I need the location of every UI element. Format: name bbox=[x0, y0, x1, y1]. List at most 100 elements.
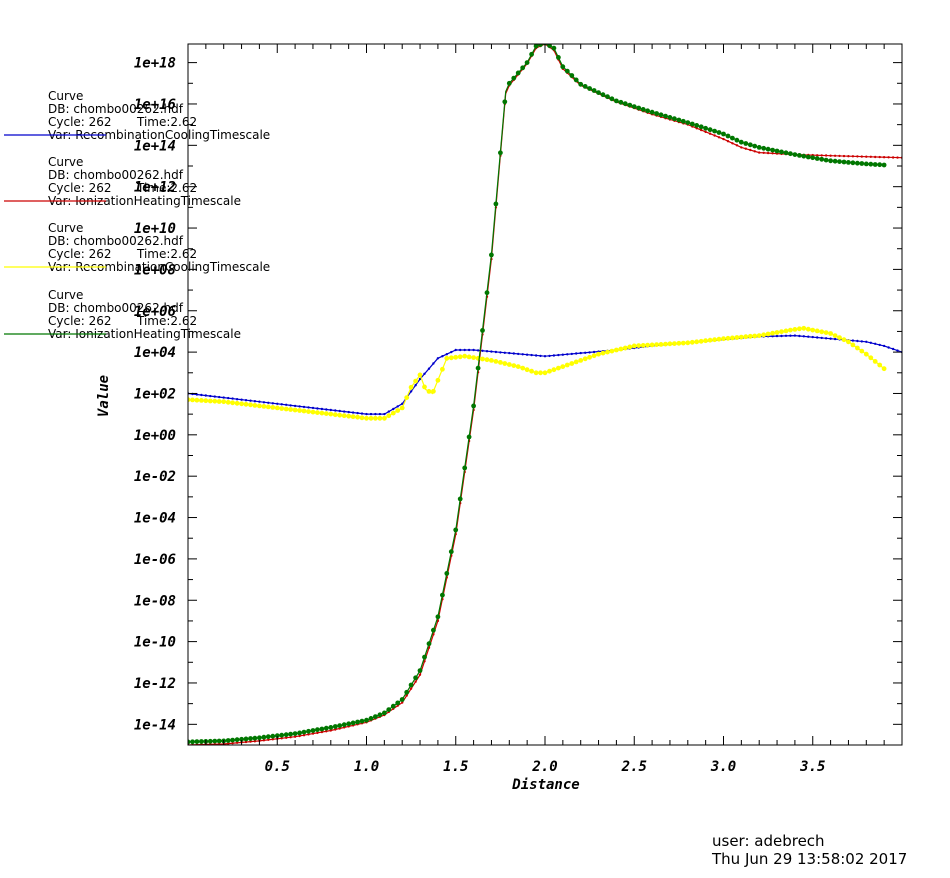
series-point-1 bbox=[485, 350, 489, 353]
series-point-1 bbox=[802, 335, 805, 338]
series-point-4 bbox=[319, 726, 325, 732]
legend-db-3: DB: chombo00262.hdf bbox=[48, 234, 184, 248]
series-point-3 bbox=[390, 410, 396, 416]
y-tick-label: 1e+08 bbox=[134, 262, 176, 278]
series-point-4 bbox=[466, 434, 472, 440]
series-point-4 bbox=[328, 725, 334, 730]
series-point-1 bbox=[343, 410, 346, 413]
series-point-4 bbox=[225, 738, 231, 743]
series-point-2 bbox=[740, 146, 743, 149]
series-point-1 bbox=[570, 352, 573, 356]
series-point-3 bbox=[221, 399, 227, 405]
series-point-1 bbox=[865, 340, 868, 343]
x-tick-label: 2.5 bbox=[621, 759, 647, 775]
series-point-4 bbox=[805, 154, 811, 160]
series-point-3 bbox=[279, 406, 285, 411]
series-point-1 bbox=[276, 402, 279, 405]
series-point-2 bbox=[762, 151, 765, 154]
series-point-4 bbox=[828, 158, 833, 164]
series-point-1 bbox=[463, 348, 466, 352]
series-point-3 bbox=[257, 403, 262, 409]
series-point-2 bbox=[722, 137, 725, 141]
series-point-3 bbox=[194, 397, 200, 403]
series-point-3 bbox=[252, 403, 258, 408]
series-point-2 bbox=[235, 741, 239, 744]
series-point-1 bbox=[508, 351, 511, 355]
series-point-2 bbox=[227, 742, 230, 745]
series-point-1 bbox=[771, 335, 774, 338]
series-point-1 bbox=[351, 411, 355, 414]
series-point-3 bbox=[466, 354, 472, 360]
series-point-4 bbox=[698, 124, 704, 130]
series-point-4 bbox=[431, 627, 436, 633]
series-point-3 bbox=[533, 370, 539, 376]
series-point-4 bbox=[484, 290, 490, 296]
series-point-4 bbox=[261, 734, 267, 740]
series-point-1 bbox=[833, 337, 837, 341]
series-point-2 bbox=[316, 731, 319, 735]
series-point-1 bbox=[231, 397, 234, 400]
y-tick-label: 1e-04 bbox=[134, 511, 176, 527]
series-point-2 bbox=[334, 728, 337, 731]
series-point-1 bbox=[530, 353, 533, 357]
series-point-2 bbox=[249, 740, 252, 743]
series-point-3 bbox=[422, 384, 427, 390]
series-point-4 bbox=[511, 75, 517, 81]
series-point-3 bbox=[850, 342, 856, 348]
series-point-2 bbox=[878, 155, 881, 159]
series-point-2 bbox=[726, 140, 730, 143]
series-point-1 bbox=[396, 405, 399, 408]
series-point-3 bbox=[386, 413, 392, 419]
series-point-2 bbox=[405, 694, 408, 697]
series-point-3 bbox=[756, 333, 762, 338]
series-point-4 bbox=[645, 108, 650, 114]
series-point-2 bbox=[704, 130, 707, 134]
series-point-4 bbox=[417, 668, 423, 673]
series-point-4 bbox=[368, 716, 374, 721]
series-point-3 bbox=[779, 329, 784, 335]
series-point-3 bbox=[627, 344, 633, 350]
series-point-4 bbox=[529, 51, 534, 57]
series-point-3 bbox=[542, 370, 548, 376]
series-point-4 bbox=[560, 64, 566, 70]
x-tick-label: 0.5 bbox=[265, 759, 290, 775]
series-point-1 bbox=[383, 412, 386, 416]
series-point-3 bbox=[315, 410, 320, 415]
series-point-3 bbox=[801, 325, 807, 331]
series-point-4 bbox=[680, 118, 686, 124]
y-tick-label: 1e-14 bbox=[134, 717, 176, 733]
series-point-4 bbox=[230, 737, 236, 743]
series-point-1 bbox=[891, 347, 895, 351]
legend-var-4: Var: IonizationHeatingTimescale bbox=[48, 327, 241, 341]
y-tick-label: 1e-06 bbox=[134, 552, 176, 568]
series-point-3 bbox=[440, 366, 445, 372]
series-point-4 bbox=[493, 201, 499, 207]
series-point-3 bbox=[716, 336, 722, 342]
series-point-3 bbox=[395, 408, 401, 413]
series-point-1 bbox=[561, 353, 564, 356]
series-point-3 bbox=[239, 401, 245, 407]
series-point-1 bbox=[280, 403, 283, 406]
user-label: user: adebrech bbox=[712, 832, 825, 850]
series-point-3 bbox=[506, 362, 512, 367]
series-point-1 bbox=[860, 340, 863, 343]
series-point-3 bbox=[725, 335, 731, 341]
series-point-4 bbox=[323, 725, 329, 731]
series-point-4 bbox=[448, 549, 454, 555]
series-point-3 bbox=[261, 404, 267, 409]
series-point-4 bbox=[564, 68, 570, 74]
series-point-1 bbox=[459, 348, 462, 352]
series-point-3 bbox=[752, 333, 758, 339]
legend-cycle-3: Cycle: 262 bbox=[48, 247, 112, 261]
series-point-3 bbox=[614, 347, 619, 353]
series-point-1 bbox=[521, 353, 524, 356]
series-point-3 bbox=[609, 348, 615, 354]
series-point-1 bbox=[481, 349, 484, 352]
series-point-3 bbox=[587, 354, 592, 360]
series-point-3 bbox=[618, 346, 624, 352]
series-point-3 bbox=[743, 334, 749, 340]
series-point-4 bbox=[556, 55, 561, 60]
legend-var-3: Var: RecombinationCoolingTimescale bbox=[48, 260, 270, 274]
x-axis-title: Distance bbox=[511, 777, 579, 793]
series-point-1 bbox=[423, 372, 426, 375]
